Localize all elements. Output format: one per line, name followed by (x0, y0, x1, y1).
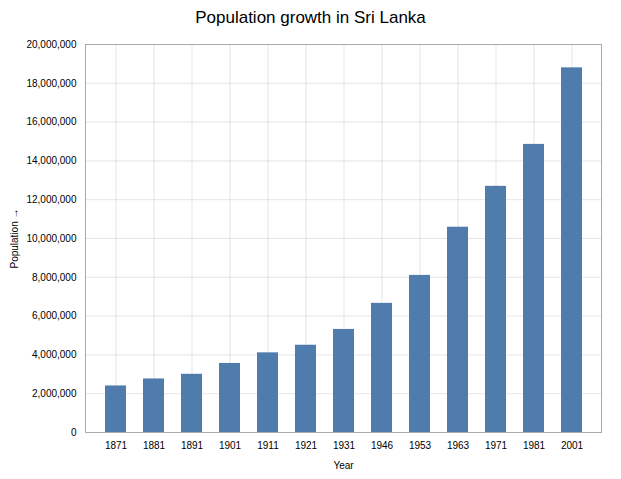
svg-text:Population →: Population → (9, 208, 20, 268)
svg-text:1981: 1981 (523, 440, 546, 451)
svg-text:1911: 1911 (257, 440, 279, 451)
svg-text:1963: 1963 (447, 440, 470, 451)
svg-text:1971: 1971 (485, 440, 508, 451)
svg-text:2,000,000: 2,000,000 (32, 388, 77, 399)
svg-text:1953: 1953 (409, 440, 432, 451)
svg-text:14,000,000: 14,000,000 (26, 155, 76, 166)
svg-text:0: 0 (71, 427, 77, 438)
svg-text:1921: 1921 (295, 440, 318, 451)
html-text:Population growth in Sri Lanka: Population growth in Sri Lanka (195, 8, 426, 27)
svg-text:2001: 2001 (561, 440, 584, 451)
svg-text:20,000,000: 20,000,000 (26, 39, 76, 50)
svg-text:1891: 1891 (181, 440, 204, 451)
svg-text:1931: 1931 (333, 440, 356, 451)
svg-text:8,000,000: 8,000,000 (32, 272, 77, 283)
svg-text:4,000,000: 4,000,000 (32, 349, 77, 360)
svg-text:1946: 1946 (371, 440, 394, 451)
svg-text:1881: 1881 (143, 440, 166, 451)
svg-text:6,000,000: 6,000,000 (32, 310, 77, 321)
svg-text:1901: 1901 (219, 440, 242, 451)
svg-text:1871: 1871 (105, 440, 128, 451)
svg-text:16,000,000: 16,000,000 (26, 116, 76, 127)
svg-text:10,000,000: 10,000,000 (26, 233, 76, 244)
svg-text:Year: Year (333, 460, 354, 471)
svg-text:18,000,000: 18,000,000 (26, 78, 76, 89)
svg-text:12,000,000: 12,000,000 (26, 194, 76, 205)
